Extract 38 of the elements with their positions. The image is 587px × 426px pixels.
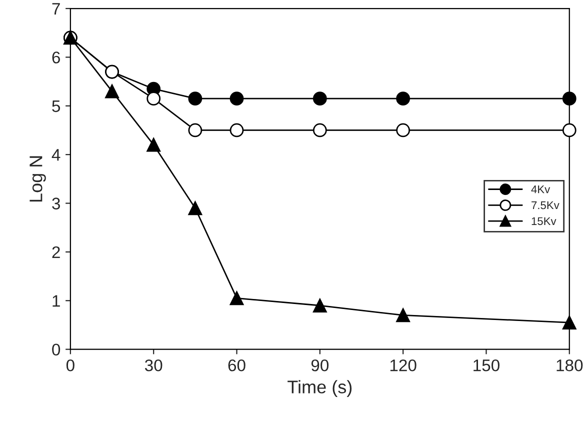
y-tick-label: 6 [52, 52, 60, 64]
point [188, 92, 202, 106]
point [562, 123, 576, 138]
y-tick-label: 1 [52, 295, 60, 307]
y-axis-title: Log N [30, 156, 46, 202]
point [396, 308, 410, 322]
x-axis-title: Time (s) [288, 380, 352, 397]
x-tick-label: 0 [66, 359, 74, 372]
legend-label: 4Kv [531, 186, 550, 194]
x-tick-label: 60 [228, 359, 246, 372]
point [188, 201, 202, 216]
point [312, 123, 327, 138]
x-tick-label: 120 [390, 359, 416, 372]
y-tick-label: 7 [52, 3, 60, 15]
legend-label: 7.5Kv [532, 201, 560, 210]
y-tick-label: 4 [52, 149, 60, 161]
y-tick-label: 3 [52, 198, 60, 210]
y-tick-label: 2 [52, 246, 60, 258]
point [312, 92, 327, 106]
point [230, 123, 244, 138]
legend-label: 15Kv [532, 217, 556, 226]
y-tick-label: 5 [52, 100, 60, 112]
x-tick-label: 90 [311, 359, 329, 372]
point [396, 123, 410, 138]
point [105, 84, 119, 98]
x-tick-label: 30 [144, 359, 162, 372]
point [146, 138, 161, 152]
x-tick-label: 150 [474, 359, 500, 372]
y-tick-label: 0 [52, 344, 60, 356]
point [230, 92, 244, 106]
x-tick-label: 180 [556, 359, 583, 372]
point [562, 316, 576, 330]
point [562, 92, 576, 106]
point [312, 298, 327, 312]
point [396, 92, 410, 106]
point [188, 123, 202, 138]
point [146, 92, 161, 106]
point [230, 291, 244, 306]
